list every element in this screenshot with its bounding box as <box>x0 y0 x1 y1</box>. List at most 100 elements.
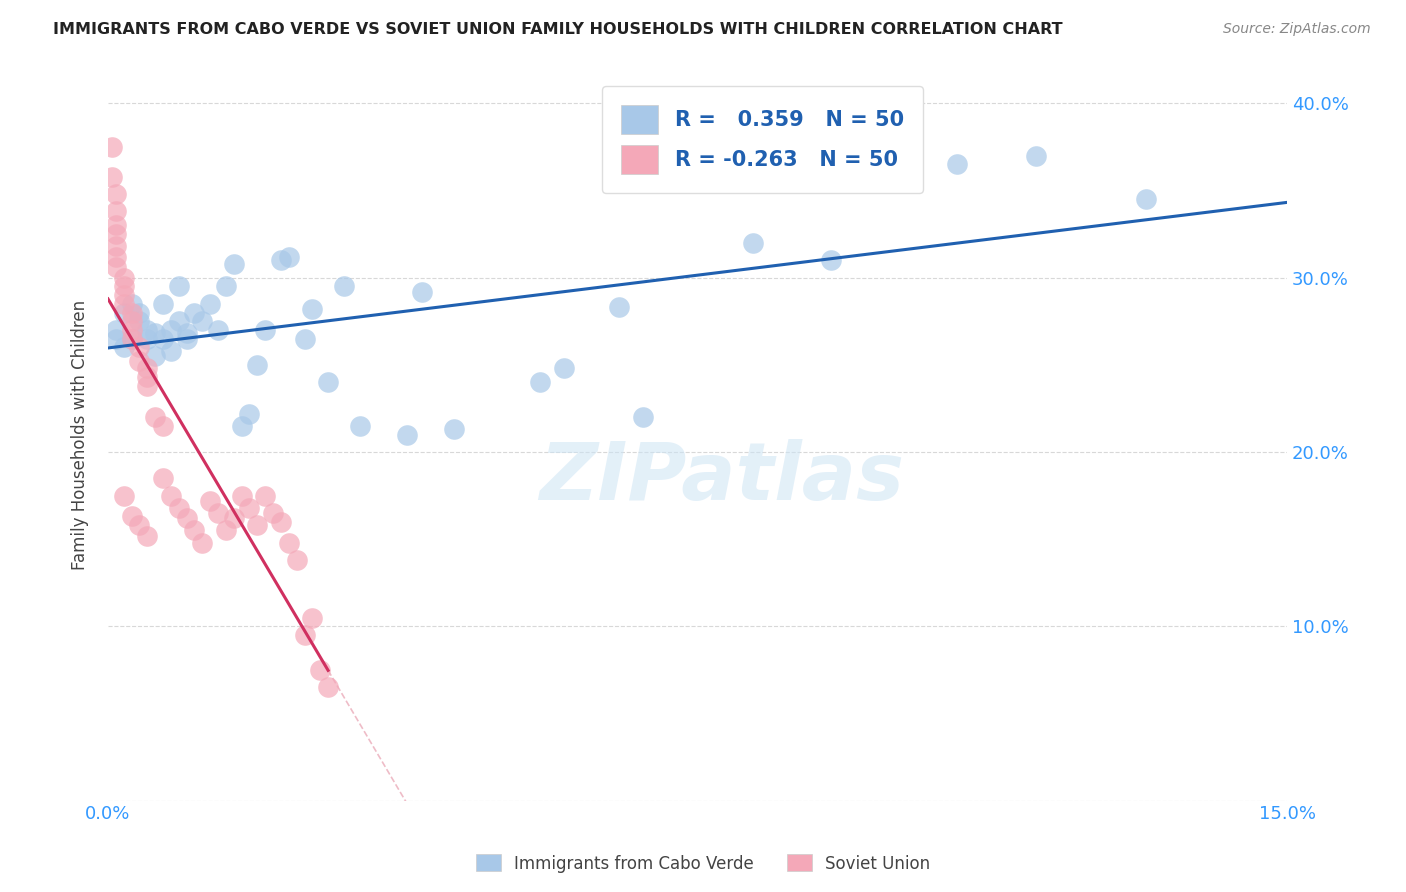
Point <box>128 354 150 368</box>
Point <box>254 323 277 337</box>
Point <box>309 663 332 677</box>
Text: Source: ZipAtlas.com: Source: ZipAtlas.com <box>1223 22 1371 37</box>
Point <box>121 332 143 346</box>
Point <box>112 340 135 354</box>
Legend: Immigrants from Cabo Verde, Soviet Union: Immigrants from Cabo Verde, Soviet Union <box>468 847 938 880</box>
Point <box>112 297 135 311</box>
Point <box>101 169 124 184</box>
Point <box>121 323 143 337</box>
Point <box>294 628 316 642</box>
Point <box>121 314 143 328</box>
Point <box>395 427 418 442</box>
Text: ZIPatlas: ZIPatlas <box>538 440 904 517</box>
Point <box>553 361 575 376</box>
Point <box>104 332 127 346</box>
Point <box>143 410 166 425</box>
Point <box>215 279 238 293</box>
Point <box>104 204 127 219</box>
Point <box>946 157 969 171</box>
Point <box>104 187 127 202</box>
Point <box>238 407 260 421</box>
Point <box>104 219 127 233</box>
Point <box>112 305 135 319</box>
Point <box>104 260 127 275</box>
Point <box>152 471 174 485</box>
Point <box>152 418 174 433</box>
Point <box>112 288 135 302</box>
Point <box>349 418 371 433</box>
Point <box>136 332 159 346</box>
Point <box>207 323 229 337</box>
Legend: R =   0.359   N = 50, R = -0.263   N = 50: R = 0.359 N = 50, R = -0.263 N = 50 <box>602 87 922 194</box>
Point <box>101 140 124 154</box>
Point <box>1135 192 1157 206</box>
Point <box>198 297 221 311</box>
Point <box>301 301 323 316</box>
Point <box>183 305 205 319</box>
Point <box>112 279 135 293</box>
Point <box>222 257 245 271</box>
Point <box>128 314 150 328</box>
Point <box>160 489 183 503</box>
Point <box>167 500 190 515</box>
Point <box>222 511 245 525</box>
Point <box>176 332 198 346</box>
Point <box>104 239 127 253</box>
Point <box>262 506 284 520</box>
Point <box>270 515 292 529</box>
Point <box>152 332 174 346</box>
Point <box>183 524 205 538</box>
Point <box>277 250 299 264</box>
Point <box>246 518 269 533</box>
Y-axis label: Family Households with Children: Family Households with Children <box>72 300 89 570</box>
Point <box>136 370 159 384</box>
Point <box>176 326 198 341</box>
Point <box>215 524 238 538</box>
Point <box>136 323 159 337</box>
Point <box>741 235 763 250</box>
Point <box>121 305 143 319</box>
Point <box>301 610 323 624</box>
Point <box>128 340 150 354</box>
Point <box>316 376 339 390</box>
Point <box>207 506 229 520</box>
Point <box>152 297 174 311</box>
Point <box>246 358 269 372</box>
Point <box>238 500 260 515</box>
Point <box>112 489 135 503</box>
Point <box>160 343 183 358</box>
Point <box>270 253 292 268</box>
Point <box>607 301 630 315</box>
Point <box>820 253 842 268</box>
Point <box>167 314 190 328</box>
Point <box>104 250 127 264</box>
Text: IMMIGRANTS FROM CABO VERDE VS SOVIET UNION FAMILY HOUSEHOLDS WITH CHILDREN CORRE: IMMIGRANTS FROM CABO VERDE VS SOVIET UNI… <box>53 22 1063 37</box>
Point <box>191 314 214 328</box>
Point <box>136 361 159 376</box>
Point <box>104 323 127 337</box>
Point <box>333 279 356 293</box>
Point <box>160 323 183 337</box>
Point <box>198 493 221 508</box>
Point <box>104 227 127 241</box>
Point <box>443 422 465 436</box>
Point <box>277 535 299 549</box>
Point <box>136 378 159 392</box>
Point <box>1025 149 1047 163</box>
Point <box>316 681 339 695</box>
Point <box>128 518 150 533</box>
Point <box>112 270 135 285</box>
Point <box>231 489 253 503</box>
Point <box>143 349 166 363</box>
Point <box>631 410 654 425</box>
Point <box>294 332 316 346</box>
Point <box>121 297 143 311</box>
Point <box>529 376 551 390</box>
Point <box>231 418 253 433</box>
Point <box>121 332 143 346</box>
Point <box>411 285 433 299</box>
Point <box>128 305 150 319</box>
Point <box>121 509 143 524</box>
Point <box>285 553 308 567</box>
Point <box>136 529 159 543</box>
